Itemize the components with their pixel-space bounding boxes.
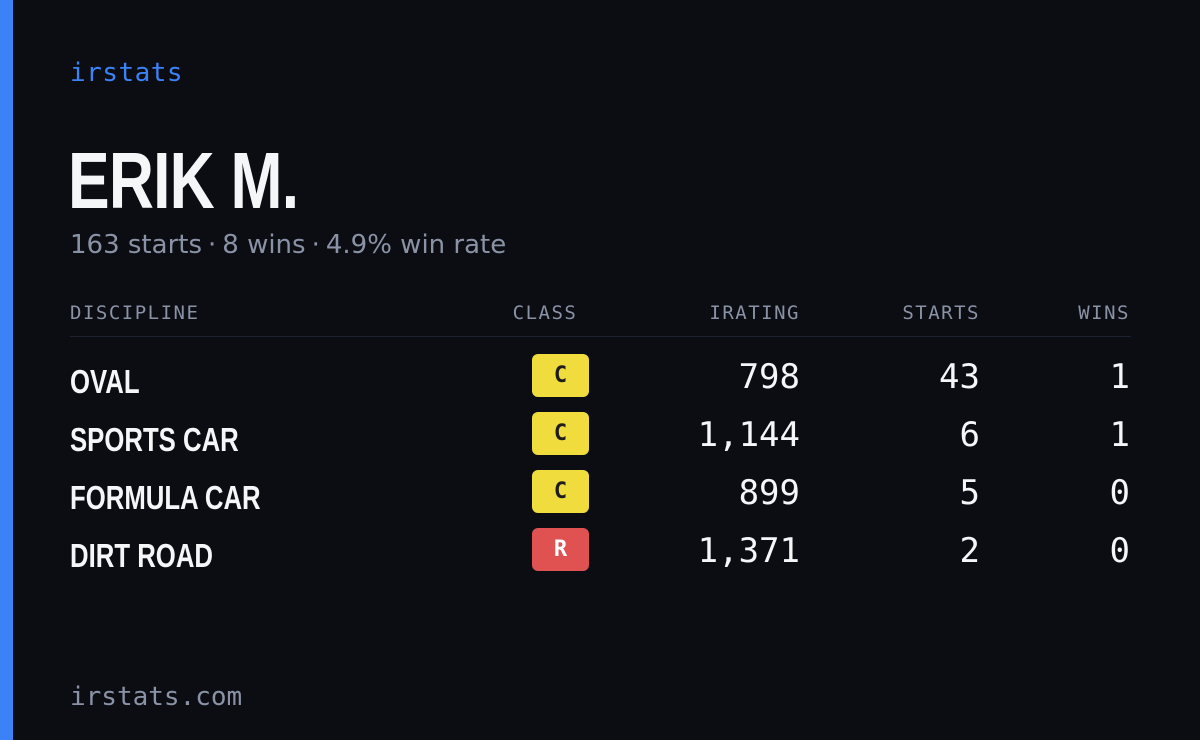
starts-value: 5	[959, 473, 980, 513]
wins-value: 0	[1109, 473, 1130, 513]
irating-value: 1,144	[697, 415, 800, 455]
header-class: CLASS	[512, 302, 578, 324]
class-badge: C	[532, 354, 589, 397]
driver-name: ERIK M.	[68, 136, 299, 225]
discipline-label: DIRT ROAD	[70, 537, 213, 574]
accent-bar	[0, 0, 13, 740]
starts-value: 43	[939, 357, 980, 397]
discipline-label: SPORTS CAR	[70, 421, 239, 458]
header-discipline: DISCIPLINE	[70, 302, 200, 324]
wins-value: 0	[1109, 531, 1130, 571]
class-badge: C	[532, 412, 589, 455]
table-row: OVAL C 798 43 1	[70, 354, 1131, 412]
starts-value: 6	[959, 415, 980, 455]
irating-value: 798	[738, 357, 800, 397]
irating-value: 1,371	[697, 531, 800, 571]
wins-value: 1	[1109, 415, 1130, 455]
starts-total: 163 starts	[70, 230, 202, 260]
separator: ·	[208, 230, 217, 260]
irating-value: 899	[738, 473, 800, 513]
separator: ·	[311, 230, 320, 260]
header-starts: STARTS	[902, 302, 980, 324]
header-wins: WINS	[1078, 302, 1130, 324]
discipline-label: FORMULA CAR	[70, 479, 261, 516]
footer-url[interactable]: irstats.com	[70, 682, 243, 712]
driver-summary: 163 starts · 8 wins · 4.9% win rate	[70, 228, 506, 262]
class-badge: C	[532, 470, 589, 513]
header-irating: IRATING	[709, 302, 800, 324]
class-badge: R	[532, 528, 589, 571]
wins-value: 1	[1109, 357, 1130, 397]
wins-total: 8 wins	[222, 230, 306, 260]
brand-logo: irstats	[70, 58, 184, 88]
table-row: SPORTS CAR C 1,144 6 1	[70, 412, 1131, 470]
table-row: FORMULA CAR C 899 5 0	[70, 470, 1131, 528]
table-header: DISCIPLINE CLASS IRATING STARTS WINS	[70, 298, 1131, 337]
discipline-label: OVAL	[70, 363, 140, 400]
win-rate: 4.9% win rate	[325, 230, 507, 260]
starts-value: 2	[959, 531, 980, 571]
table-row: DIRT ROAD R 1,371 2 0	[70, 528, 1131, 586]
